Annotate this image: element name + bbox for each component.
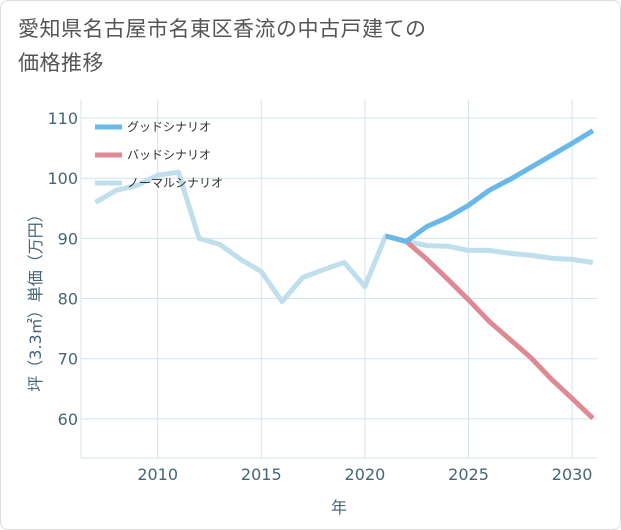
x-tick-label: 2010	[137, 465, 178, 484]
y-tick-label: 70	[58, 350, 78, 369]
legend-label: バッドシナリオ	[127, 148, 211, 162]
legend-label: ノーマルシナリオ	[127, 176, 223, 190]
series-line	[384, 233, 595, 421]
series-line	[94, 169, 594, 305]
series-lines	[94, 128, 595, 421]
y-tick-label: 100	[47, 169, 78, 188]
x-tick-label: 2030	[552, 465, 593, 484]
y-tick-label: 90	[58, 229, 78, 248]
series-line	[384, 128, 595, 244]
y-axis-title: 坪（3.3㎡）単価（万円）	[26, 206, 45, 391]
x-tick-label: 2025	[448, 465, 489, 484]
y-tick-label: 110	[47, 109, 78, 128]
plot-area	[81, 100, 597, 458]
x-axis-title: 年	[331, 498, 347, 517]
y-tick-label: 80	[58, 290, 78, 309]
y-tick-label: 60	[58, 410, 78, 429]
x-tick-label: 2020	[345, 465, 386, 484]
axes: 60 70 80 90 100 110 2010 2015 2020 2025 2030	[47, 100, 597, 484]
legend-label: グッドシナリオ	[127, 120, 211, 134]
chart-title: 愛知県名古屋市名東区香流の中古戸建ての価格推移	[18, 17, 427, 75]
x-tick-label: 2015	[241, 465, 282, 484]
